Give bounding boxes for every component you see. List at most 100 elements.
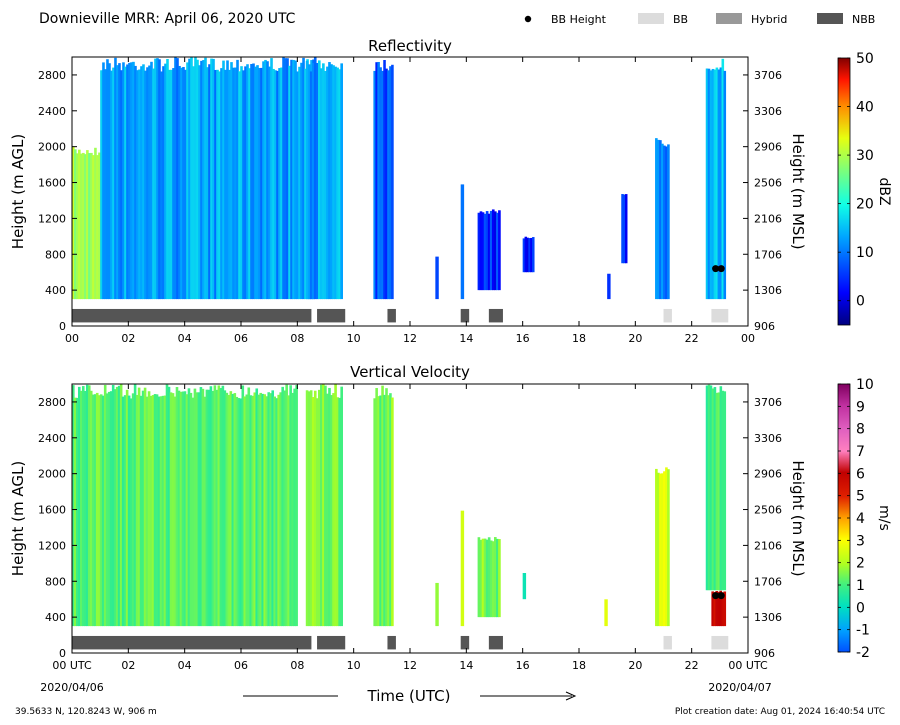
echo-region — [373, 385, 394, 627]
echo-region — [100, 57, 315, 300]
echo-region — [522, 236, 535, 273]
y-tick-right-label: 906 — [754, 320, 775, 333]
legend-swatch — [716, 13, 742, 24]
x-tick-label: 14 — [459, 332, 473, 345]
y-tick-right-label: 2906 — [754, 468, 782, 481]
end-date: 2020/04/07 — [708, 681, 771, 694]
legend-item-hybrid: Hybrid — [716, 13, 787, 26]
y-tick-label: 1600 — [38, 504, 66, 517]
echo-region — [72, 384, 298, 627]
bb-type-bar — [317, 308, 346, 323]
legend-swatch — [817, 13, 843, 24]
figure-title: Downieville MRR: April 06, 2020 UTC — [39, 11, 296, 27]
y-axis-label: Height (m AGL) — [9, 134, 27, 249]
station-location: 39.5633 N, 120.8243 W, 906 m — [15, 707, 157, 717]
x-tick-label: 22 — [685, 659, 699, 672]
bb-height-point — [712, 265, 720, 273]
echo-region — [373, 60, 394, 300]
colorbar: 0 10 20 30 40 50 dBZ — [837, 51, 892, 326]
plot-area — [72, 57, 748, 326]
x-tick-label: 00 — [65, 332, 79, 345]
colorbar-tick-label: 3 — [856, 533, 865, 549]
x-tick-label: 06 — [234, 332, 248, 345]
x-tick-label: 00 UTC — [728, 659, 768, 672]
time-axis-label: Time (UTC) — [367, 687, 451, 705]
echo-region — [522, 573, 527, 600]
colorbar-tick-label: 2 — [856, 556, 865, 572]
y-tick-right-label: 1706 — [754, 575, 782, 588]
x-tick-label: 14 — [459, 659, 473, 672]
bb-type-bar — [663, 635, 672, 650]
x-tick-label: 18 — [572, 659, 586, 672]
bb-type-bar — [72, 635, 312, 650]
x-tick-label: 06 — [234, 659, 248, 672]
echo-region — [655, 467, 670, 627]
echo-region — [460, 184, 465, 300]
plot-creation-date: Plot creation date: Aug 01, 2024 16:40:5… — [675, 707, 885, 717]
y-tick-right-label: 3306 — [754, 105, 782, 118]
vertical-velocity-panel: Vertical Velocity04008001200160020002400… — [9, 363, 892, 672]
bb-type-bar — [488, 308, 503, 323]
colorbar-tick-label: 40 — [856, 100, 874, 116]
x-tick-label: 08 — [290, 659, 304, 672]
y-tick-right-label: 906 — [754, 647, 775, 660]
colorbar-tick-label: 1 — [856, 578, 865, 594]
reflectivity-panel: Reflectivity0400800120016002000240028009… — [9, 37, 892, 345]
y-tick-label: 2800 — [38, 69, 66, 82]
y-tick-label: 1200 — [38, 539, 66, 552]
bb-type-bar — [72, 308, 312, 323]
echo-region — [655, 138, 670, 300]
y-tick-label: 800 — [45, 575, 66, 588]
panel-title: Reflectivity — [368, 37, 452, 55]
bb-type-bar — [711, 308, 729, 323]
echo-region — [305, 384, 343, 627]
x-tick-label: 04 — [178, 659, 192, 672]
colorbar-tick-label: 0 — [856, 294, 865, 310]
colorbar-tick-label: -2 — [856, 645, 870, 661]
colorbar-scale — [837, 57, 851, 326]
bb-type-bar — [387, 308, 396, 323]
y-tick-right-label: 1706 — [754, 248, 782, 261]
x-tick-label: 04 — [178, 332, 192, 345]
legend-marker-dot-icon — [524, 15, 532, 23]
colorbar-tick-label: 50 — [856, 51, 874, 67]
y-tick-label: 2000 — [38, 141, 66, 154]
x-tick-label: 10 — [347, 659, 361, 672]
x-tick-label: 10 — [347, 332, 361, 345]
y-tick-label: 2400 — [38, 432, 66, 445]
echo-region — [460, 510, 465, 627]
y-tick-label: 1600 — [38, 177, 66, 190]
colorbar-tick-label: 10 — [856, 377, 874, 393]
x-tick-label: 16 — [516, 659, 530, 672]
bb-type-bar — [387, 635, 396, 650]
x-tick-label: 16 — [516, 332, 530, 345]
x-tick-label: 12 — [403, 659, 417, 672]
start-date: 2020/04/06 — [40, 681, 103, 694]
x-tick-label: 18 — [572, 332, 586, 345]
bb-type-bar — [663, 308, 672, 323]
x-tick-label: 02 — [121, 332, 135, 345]
colorbar-label: dBZ — [876, 177, 892, 205]
y-tick-right-label: 2506 — [754, 177, 782, 190]
colorbar-tick-label: 8 — [856, 422, 865, 438]
y-tick-right-label: 2106 — [754, 539, 782, 552]
colorbar: -2 -1 0 1 2 3 4 5 6 7 8 9 10 m/s — [837, 377, 892, 661]
legend-item-bb-height: BB Height — [524, 13, 607, 26]
y-tick-label: 2800 — [38, 396, 66, 409]
bb-height-point — [717, 592, 725, 600]
plot-area — [72, 384, 748, 653]
colorbar-tick-label: 30 — [856, 148, 874, 164]
y-axis-right-label: Height (m MSL) — [789, 133, 807, 249]
colorbar-tick-label: 0 — [856, 600, 865, 616]
y-tick-right-label: 1306 — [754, 611, 782, 624]
echo-region — [305, 57, 343, 300]
y-tick-label: 2400 — [38, 105, 66, 118]
x-tick-label: 08 — [290, 332, 304, 345]
legend-label: BB — [673, 13, 688, 26]
legend-item-nbb: NBB — [817, 13, 875, 26]
x-tick-label: 00 UTC — [52, 659, 92, 672]
y-tick-right-label: 3706 — [754, 396, 782, 409]
colorbar-tick-label: 10 — [856, 245, 874, 261]
echo-region — [607, 273, 611, 300]
